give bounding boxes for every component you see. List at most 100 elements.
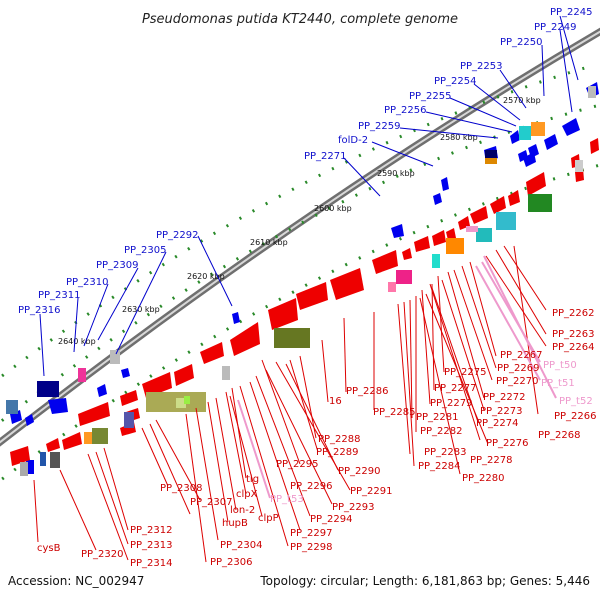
label-pp2274[interactable]: PP_2274 [476, 418, 519, 429]
label-pp2296[interactable]: PP_2296 [290, 481, 333, 492]
gene-blue-box[interactable] [37, 381, 59, 397]
gene-pp2304[interactable] [120, 390, 138, 406]
label-pp2313[interactable]: PP_2313 [130, 540, 173, 551]
gene-pp2293[interactable] [200, 342, 224, 364]
label-pp2286[interactable]: PP_2286 [346, 386, 389, 397]
gene-blue-low[interactable] [26, 460, 34, 474]
label-pp2255[interactable]: PP_2255 [409, 91, 452, 102]
label-pp2294[interactable]: PP_2294 [310, 514, 353, 525]
gene-pp2296[interactable] [174, 364, 194, 386]
label-tig[interactable]: tig [246, 474, 259, 485]
label-pp2307[interactable]: PP_2307 [190, 497, 233, 508]
gene-pp2271[interactable] [441, 177, 449, 191]
label-pp2275[interactable]: PP_2275 [444, 367, 487, 378]
gene-pp2316b[interactable] [51, 400, 63, 412]
label-lon2[interactable]: lon-2 [230, 505, 255, 516]
label-cysb[interactable]: cysB [37, 543, 61, 554]
gene-blue-low2[interactable] [40, 452, 46, 466]
label-pp2316[interactable]: PP_2316 [18, 305, 61, 316]
gene-pp2291[interactable] [230, 322, 260, 356]
gene-pp2281[interactable] [414, 236, 430, 252]
label-ppt51[interactable]: PP_t51 [541, 378, 575, 389]
gene-pp2298[interactable] [142, 372, 172, 398]
label-pp2272[interactable]: PP_2272 [483, 392, 526, 403]
label-pp2280[interactable]: PP_2280 [462, 473, 505, 484]
gene-pp2306[interactable] [78, 402, 110, 426]
label-pp2298[interactable]: PP_2298 [290, 542, 333, 553]
gene-pp2279[interactable] [432, 230, 446, 246]
gene-pp2309[interactable] [97, 384, 107, 397]
gene-pp2313[interactable] [46, 438, 60, 452]
label-pp2271[interactable]: PP_2271 [304, 151, 347, 162]
label-pp2273[interactable]: PP_2273 [480, 406, 523, 417]
label-16[interactable]: 16 [329, 396, 342, 407]
gene-pp2272[interactable] [470, 206, 488, 224]
label-pp2282[interactable]: PP_2282 [420, 426, 463, 437]
label-pp2270[interactable]: PP_2270 [496, 376, 539, 387]
label-pp2305[interactable]: PP_2305 [124, 245, 167, 256]
label-pp2284[interactable]: PP_2284 [418, 461, 461, 472]
label-pp2291[interactable]: PP_2291 [350, 486, 393, 497]
label-pp2285[interactable]: PP_2285 [373, 407, 416, 418]
label-pp2289[interactable]: PP_2289 [316, 447, 359, 458]
label-pp2311[interactable]: PP_2311 [38, 290, 81, 301]
label-pp2288[interactable]: PP_2288 [318, 434, 361, 445]
label-pp2268[interactable]: PP_2268 [538, 430, 581, 441]
gene-pp2269[interactable] [508, 190, 520, 206]
label-pp2283[interactable]: PP_2283 [424, 447, 467, 458]
label-clpx[interactable]: clpX [236, 489, 258, 500]
gene-pp2267[interactable] [526, 172, 546, 196]
label-clpp[interactable]: clpP [258, 513, 279, 524]
label-pp2292[interactable]: PP_2292 [156, 230, 199, 241]
label-pp2263[interactable]: PP_2263 [552, 329, 595, 340]
label-pp2278[interactable]: PP_2278 [470, 455, 513, 466]
label-ppt52[interactable]: PP_t52 [559, 396, 593, 407]
gene-pp2312[interactable] [62, 432, 82, 450]
gene-pp2250[interactable] [544, 134, 558, 150]
gene-pp2249[interactable] [562, 118, 580, 136]
label-pp2256[interactable]: PP_2256 [384, 105, 427, 116]
label-pp2250[interactable]: PP_2250 [500, 37, 543, 48]
label-pp2254[interactable]: PP_2254 [434, 76, 477, 87]
label-pp2310[interactable]: PP_2310 [66, 277, 109, 288]
label-pp2277[interactable]: PP_2277 [434, 383, 477, 394]
gene-mid-blue[interactable] [391, 224, 404, 238]
label-pp2249[interactable]: PP_2249 [534, 22, 577, 33]
gene-pp2286[interactable] [330, 268, 364, 300]
gene-pp2277[interactable] [446, 228, 456, 240]
label-pp2253[interactable]: PP_2253 [460, 61, 503, 72]
label-pp2320[interactable]: PP_2320 [81, 549, 124, 560]
label-pp2312[interactable]: PP_2312 [130, 525, 173, 536]
label-pp2281[interactable]: PP_2281 [416, 412, 459, 423]
label-pp2295[interactable]: PP_2295 [276, 459, 319, 470]
label-fold2[interactable]: folD-2 [338, 135, 368, 146]
label-pp2304[interactable]: PP_2304 [220, 540, 263, 551]
label-pp2276[interactable]: PP_2276 [486, 438, 529, 449]
label-pp2266[interactable]: PP_2266 [554, 411, 597, 422]
gene-pp2290[interactable] [268, 298, 298, 330]
gene-pp2285[interactable] [372, 250, 398, 274]
label-hupb[interactable]: hupB [222, 518, 248, 529]
label-pp2269[interactable]: PP_2269 [497, 363, 540, 374]
gene-blue-left2[interactable] [25, 414, 34, 426]
label-pp2245[interactable]: PP_2245 [550, 7, 593, 18]
label-ppt53[interactable]: PP_t53 [270, 494, 304, 505]
label-pp2290[interactable]: PP_2290 [338, 466, 381, 477]
gene-pp2292[interactable] [232, 312, 240, 324]
label-pp2309[interactable]: PP_2309 [96, 260, 139, 271]
gene-pp2320[interactable] [10, 446, 30, 466]
gene-pp2288[interactable] [296, 282, 328, 310]
label-pp2279[interactable]: PP_2279 [430, 398, 473, 409]
label-pp2306[interactable]: PP_2306 [210, 557, 253, 568]
label-pp2262[interactable]: PP_2262 [552, 308, 595, 319]
label-ppt50[interactable]: PP_t50 [543, 360, 577, 371]
label-pp2297[interactable]: PP_2297 [290, 528, 333, 539]
gene-pp2305[interactable] [121, 368, 130, 378]
label-pp2308[interactable]: PP_2308 [160, 483, 203, 494]
gene-pp2270[interactable] [490, 196, 506, 214]
label-pp2259[interactable]: PP_2259 [358, 121, 401, 132]
gene-pp2255[interactable] [523, 152, 536, 167]
label-pp2314[interactable]: PP_2314 [130, 558, 173, 569]
label-pp2293[interactable]: PP_2293 [332, 502, 375, 513]
label-pp2267[interactable]: PP_2267 [500, 350, 543, 361]
